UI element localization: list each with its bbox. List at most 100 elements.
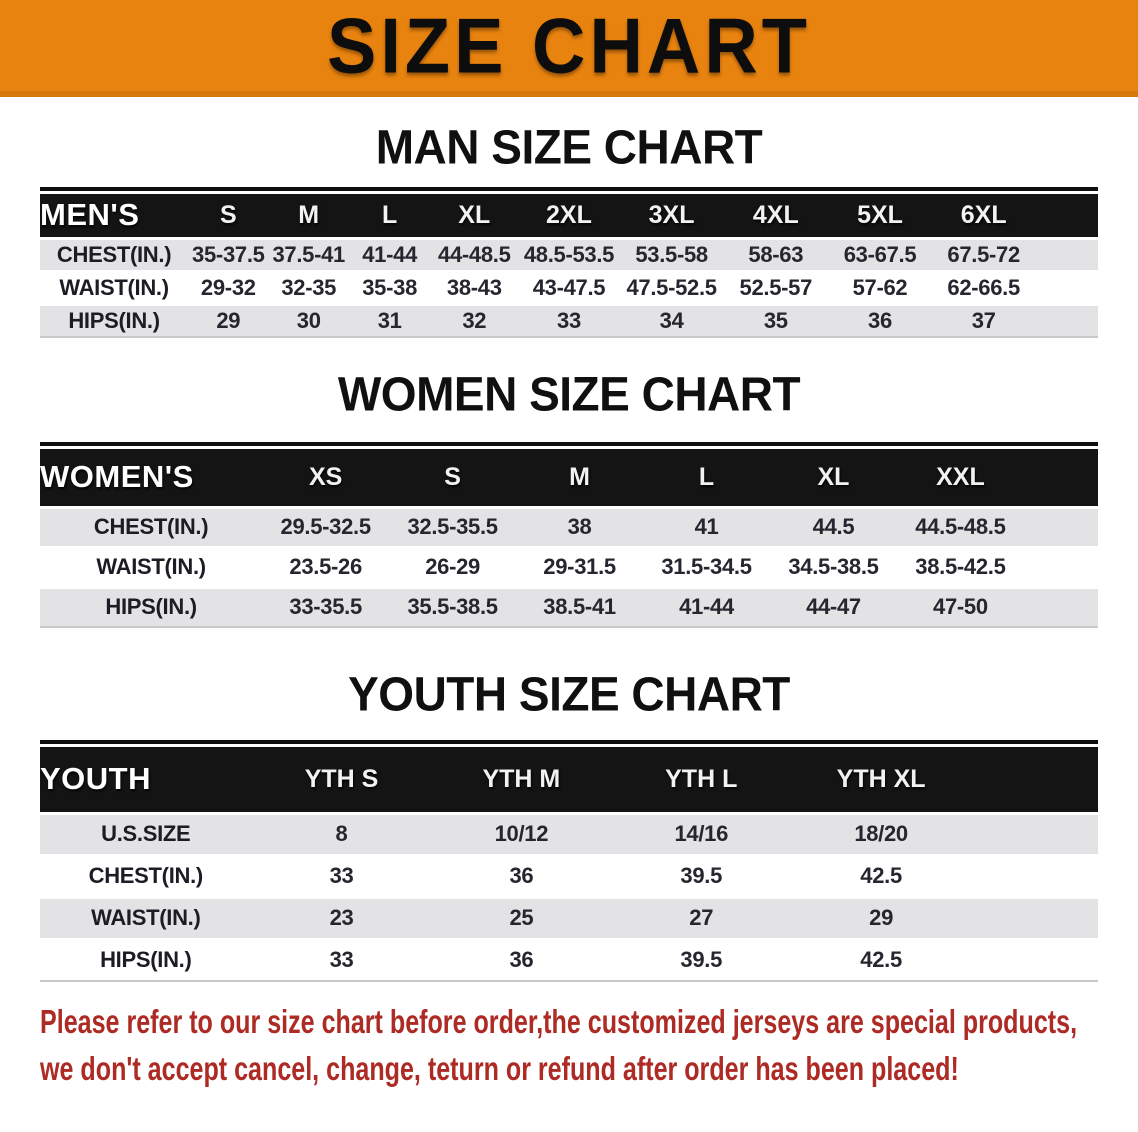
size-value: 41-44 [362,241,418,267]
size-value: 32-35 [281,274,337,300]
disclaimer-line-1: Please refer to our size chart before or… [40,1003,1078,1040]
size-value: 36 [868,307,892,333]
disclaimer-line-2: we don't accept cancel, change, teturn o… [40,1050,959,1087]
measurement-label: WAIST(IN.) [59,274,169,300]
size-value: 44-47 [806,594,861,620]
measurement-label: CHEST(IN.) [93,514,209,539]
men-size-table: MEN'S S M L XL 2XL 3XL 4XL 5XL 6XL CHEST(IN.) 35-3… [40,194,1098,338]
men-header-row: MEN'S S M L XL 2XL 3XL 4XL 5XL 6XL [40,194,1098,238]
measurement-label: HIPS(IN.) [68,307,160,333]
size-value: 53.5-58 [635,241,708,267]
size-value: 35 [763,307,788,333]
size-value: 34.5-38.5 [788,554,879,579]
size-value: 18/20 [854,821,908,846]
size-value: 38.5-41 [543,594,616,620]
youth-row-hips-in: HIPS(IN.) 33 36 39.5 42.5 [40,939,1098,981]
men-row-filler [1036,238,1099,271]
men-size-column-5xl: 5XL [857,200,903,229]
size-value: 63-67.5 [843,241,917,267]
size-value: 48.5-53.5 [523,241,615,267]
women-row-hips-in: HIPS(IN.) 33-35.5 35.5-38.5 38.5-41 41-44 44-… [40,587,1098,627]
size-value: 34 [659,307,684,333]
size-value: 31.5-34.5 [661,554,752,579]
size-value: 37.5-41 [272,241,345,267]
women-size-column-l: L [698,462,715,491]
size-value: 10/12 [494,821,549,846]
men-size-column-2xl: 2XL [546,200,592,229]
youth-row-chest-in: CHEST(IN.) 33 36 39.5 42.5 [40,855,1098,897]
men-size-column-4xl: 4XL [752,200,799,229]
women-header-filler [1024,449,1098,507]
women-size-column-xxl: XXL [936,462,985,491]
size-value: 35.5-38.5 [407,594,498,620]
size-value: 29-31.5 [543,554,616,579]
measurement-label: HIPS(IN.) [105,594,197,620]
women-section: WOMEN SIZE CHART WOMEN'S XS S M L XL XXL CHEST… [0,366,1138,628]
size-value: 29.5-32.5 [280,514,372,539]
size-value: 39.5 [680,863,723,888]
size-value: 38 [567,514,592,539]
measurement-label: U.S.SIZE [101,821,191,846]
banner: SIZE CHART [0,0,1138,97]
size-value: 35-38 [362,274,418,300]
measurement-label: CHEST(IN.) [56,241,172,267]
size-value: 29 [869,905,894,930]
page-title: SIZE CHART [327,1,811,90]
youth-size-column-yth-xl: YTH XL [836,764,926,793]
size-value: 44.5 [812,514,855,539]
youth-row-waist-in: WAIST(IN.) 23 25 27 29 [40,897,1098,939]
men-size-column-m: M [298,200,320,229]
men-section: MAN SIZE CHART MEN'S S M L XL 2XL 3XL 4XL 5XL 6XL… [0,120,1138,338]
size-value: 27 [689,905,714,930]
size-value: 32.5-35.5 [407,514,498,539]
size-value: 44.5-48.5 [915,514,1006,539]
size-value: 25 [509,905,534,930]
size-value: 23.5-26 [289,554,362,579]
youth-row-u-s-size: U.S.SIZE 8 10/12 14/16 18/20 [40,813,1098,855]
size-value: 41 [694,514,719,539]
size-value: 57-62 [852,274,908,300]
size-value: 14/16 [674,821,729,846]
youth-size-table: YOUTH YTH S YTH M YTH L YTH XL U.S.SIZE 8 10/1… [40,747,1098,982]
size-value: 58-63 [748,241,804,267]
size-value: 62-66.5 [947,274,1020,300]
men-row-hips-in: HIPS(IN.) 29 30 31 32 33 34 35 36 37 [40,304,1098,337]
men-header-filler [1036,194,1099,238]
youth-size-column-yth-l: YTH L [665,764,738,793]
youth-table-topline [40,740,1098,744]
youth-group-label: YOUTH [40,761,151,797]
youth-row-filler [971,939,1098,981]
youth-section-title: YOUTH SIZE CHART [348,666,790,722]
women-row-chest-in: CHEST(IN.) 29.5-32.5 32.5-35.5 38 41 44.5 44.5… [40,507,1098,547]
size-value: 29-32 [200,274,256,300]
men-size-column-l: L [382,200,398,229]
measurement-label: WAIST(IN.) [91,905,201,930]
women-row-filler [1024,507,1098,547]
size-value: 33-35.5 [289,594,362,620]
size-value: 33 [329,863,354,888]
youth-size-column-yth-s: YTH S [304,764,379,793]
disclaimer: Please refer to our size chart before or… [40,998,1138,1092]
size-value: 41-44 [679,594,734,620]
men-row-waist-in: WAIST(IN.) 29-32 32-35 35-38 38-43 43-47.5 47.… [40,271,1098,304]
youth-section: YOUTH SIZE CHART YOUTH YTH S YTH M YTH L YTH… [0,666,1138,982]
size-value: 32 [462,307,487,333]
size-value: 8 [335,821,348,846]
men-size-column-6xl: 6XL [960,200,1007,229]
size-value: 33 [557,307,581,333]
women-section-title: WOMEN SIZE CHART [337,366,801,422]
women-size-column-xs: XS [308,462,343,491]
men-table-topline [40,187,1098,191]
youth-header-row: YOUTH YTH S YTH M YTH L YTH XL [40,747,1098,813]
women-table-topline [40,442,1098,446]
size-value: 33 [329,947,354,973]
size-value: 42.5 [860,863,902,888]
women-size-column-xl: XL [817,462,850,491]
women-row-filler [1024,547,1098,587]
size-value: 35-37.5 [192,241,265,267]
women-size-column-s: S [444,462,461,491]
size-value: 23 [329,905,354,930]
measurement-label: WAIST(IN.) [96,554,206,579]
men-size-column-xl: XL [458,200,491,229]
men-row-filler [1036,304,1099,337]
